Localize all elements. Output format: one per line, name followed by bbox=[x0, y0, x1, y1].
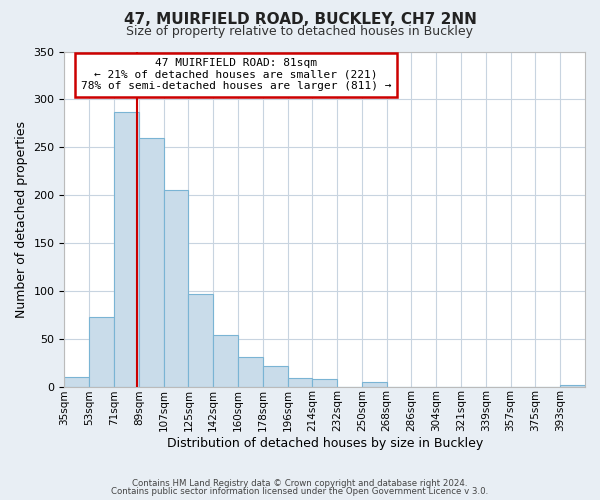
Bar bbox=[89, 316, 114, 386]
Bar bbox=[362, 382, 386, 386]
Bar bbox=[263, 366, 287, 386]
Bar bbox=[313, 379, 337, 386]
Bar bbox=[114, 112, 139, 386]
Text: Contains HM Land Registry data © Crown copyright and database right 2024.: Contains HM Land Registry data © Crown c… bbox=[132, 478, 468, 488]
X-axis label: Distribution of detached houses by size in Buckley: Distribution of detached houses by size … bbox=[167, 437, 483, 450]
Bar bbox=[139, 138, 164, 386]
Bar bbox=[238, 357, 263, 386]
Text: Size of property relative to detached houses in Buckley: Size of property relative to detached ho… bbox=[127, 25, 473, 38]
Text: 47 MUIRFIELD ROAD: 81sqm
← 21% of detached houses are smaller (221)
78% of semi-: 47 MUIRFIELD ROAD: 81sqm ← 21% of detach… bbox=[81, 58, 391, 92]
Bar bbox=[560, 384, 585, 386]
Y-axis label: Number of detached properties: Number of detached properties bbox=[15, 120, 28, 318]
Text: 47, MUIRFIELD ROAD, BUCKLEY, CH7 2NN: 47, MUIRFIELD ROAD, BUCKLEY, CH7 2NN bbox=[124, 12, 476, 28]
Bar bbox=[287, 378, 313, 386]
Bar bbox=[213, 335, 238, 386]
Bar bbox=[64, 377, 89, 386]
Text: Contains public sector information licensed under the Open Government Licence v : Contains public sector information licen… bbox=[112, 487, 488, 496]
Bar bbox=[164, 190, 188, 386]
Bar bbox=[188, 294, 213, 386]
